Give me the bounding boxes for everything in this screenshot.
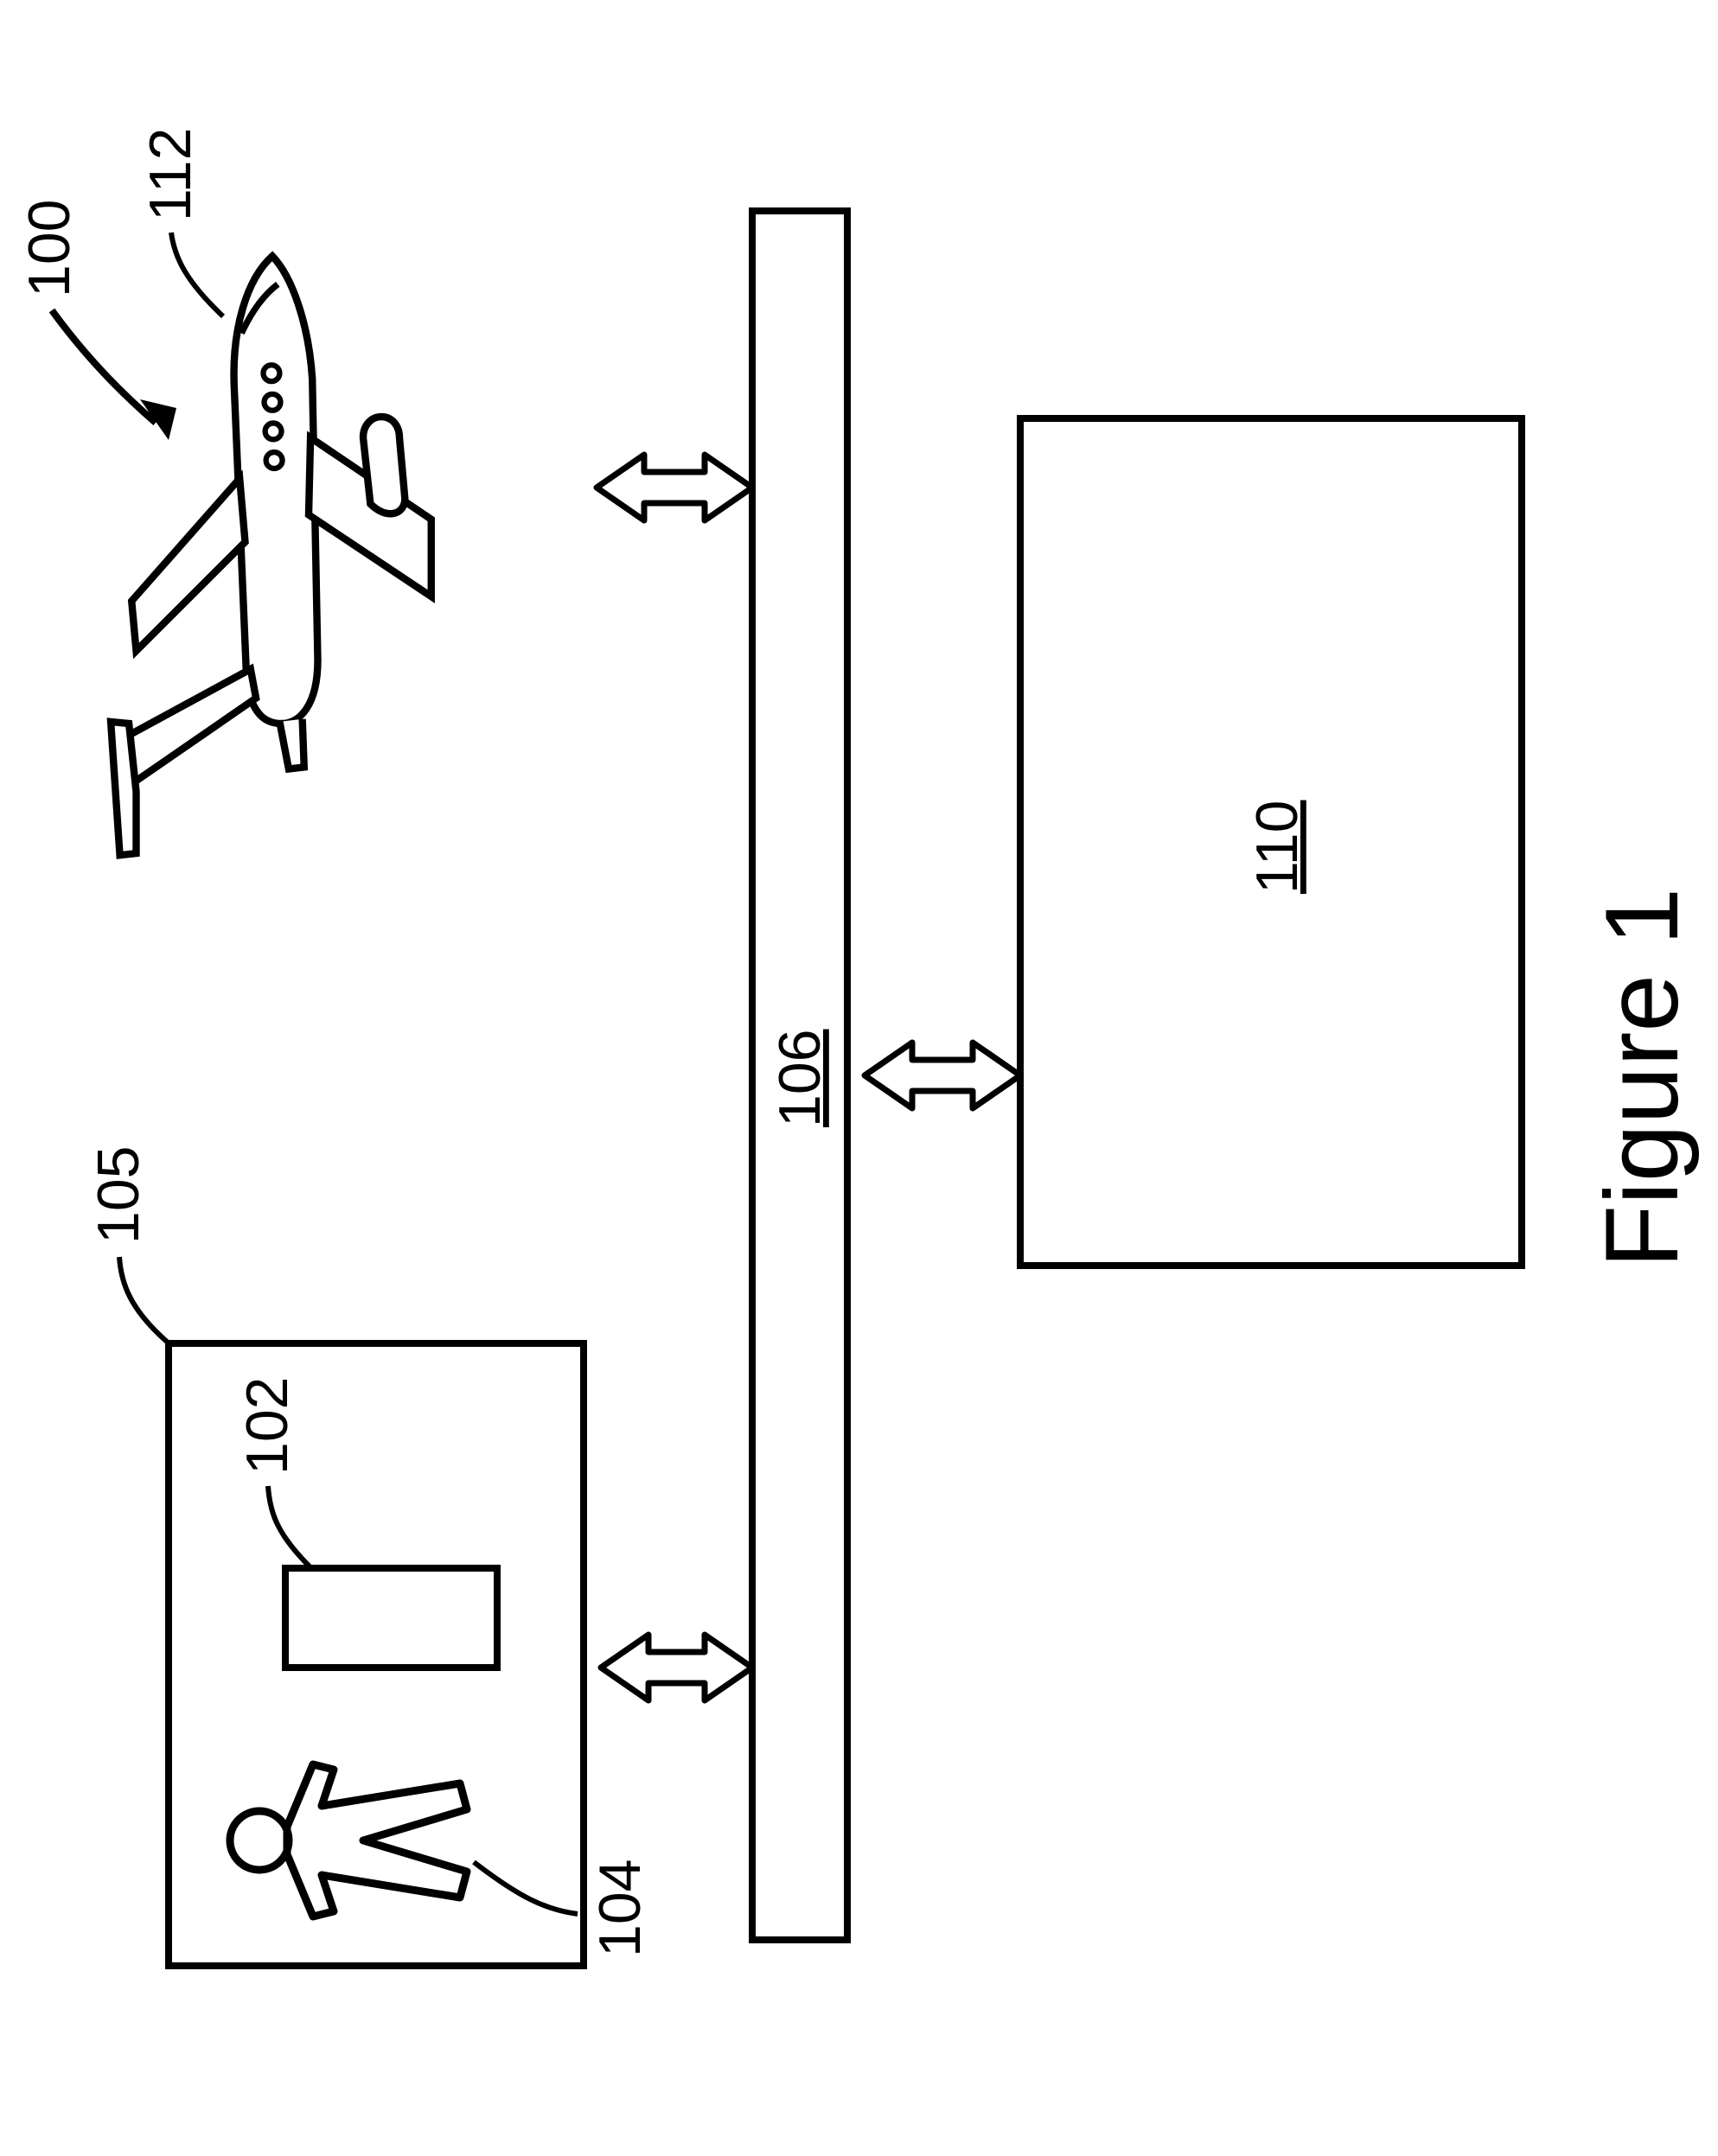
person-icon: [230, 1764, 467, 1917]
label-105: 105: [86, 1146, 151, 1244]
svg-text:100: 100: [16, 200, 82, 297]
arrow-aircraft-bar: [597, 455, 752, 520]
leader-112: [171, 233, 223, 316]
label-110: 110: [1244, 801, 1310, 894]
figure-caption: Figure 1: [1584, 888, 1700, 1268]
leader-102: [268, 1486, 310, 1566]
page-landscape: 105 104 102 106 110: [16, 128, 1700, 1966]
leader-104: [474, 1862, 578, 1914]
system-ref: 100: [16, 200, 176, 440]
label-112: 112: [137, 128, 203, 221]
terminal-box: [285, 1568, 497, 1668]
label-106: 106: [767, 1030, 833, 1127]
leader-105: [119, 1257, 167, 1342]
aircraft-icon: [111, 256, 431, 855]
diagram-canvas: 105 104 102 106 110: [0, 0, 1718, 2156]
arrow-bar-server: [865, 1043, 1020, 1108]
label-102: 102: [234, 1377, 300, 1475]
ground-station-box: [169, 1343, 584, 1966]
arrow-station-bar: [601, 1635, 752, 1700]
label-104: 104: [587, 1859, 653, 1957]
